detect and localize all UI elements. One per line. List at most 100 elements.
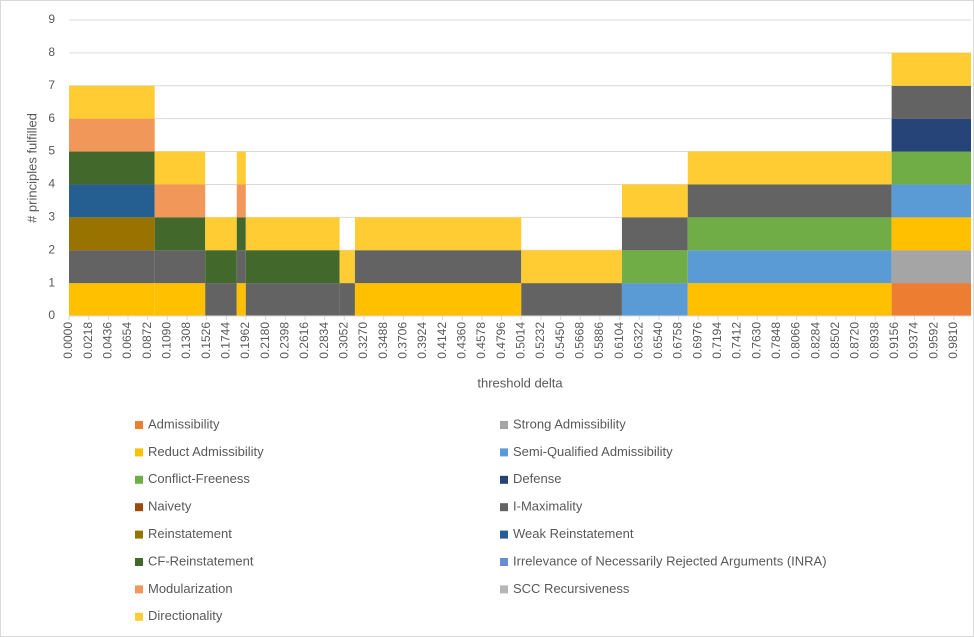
segment (891, 184, 971, 218)
segment (69, 151, 155, 185)
legend-label: Conflict-Freeness (148, 471, 250, 486)
x-tick-label: 0.4142 (435, 322, 449, 359)
y-tick-label: 4 (48, 177, 55, 191)
legend-swatch (500, 530, 508, 539)
x-tick-label: 0.0218 (81, 322, 95, 359)
x-tick-label: 0.7848 (769, 322, 783, 359)
segment (621, 184, 688, 218)
legend-swatch (500, 421, 508, 429)
segment (687, 217, 892, 251)
segment (154, 151, 206, 185)
x-tick-label: 0.0000 (61, 322, 75, 359)
legend-label: Weak Reinstatement (513, 526, 634, 541)
x-tick-label: 0.8720 (848, 322, 862, 359)
segment (154, 283, 206, 316)
x-tick-label: 0.7194 (710, 322, 724, 359)
x-tick-label: 0.9592 (926, 322, 940, 359)
x-tick-label: 0.7630 (749, 322, 763, 359)
y-tick-label: 1 (48, 275, 55, 289)
x-tick-label: 0.0436 (100, 322, 114, 359)
x-tick-label: 0.8938 (867, 322, 881, 359)
segment (69, 217, 155, 251)
x-tick-label: 0.2398 (277, 322, 291, 359)
x-tick-label: 0.1962 (238, 322, 252, 359)
segment (236, 250, 246, 284)
segment (245, 283, 340, 316)
segment (687, 283, 892, 316)
legend-swatch (135, 448, 143, 457)
y-tick-label: 2 (48, 242, 55, 256)
x-tick-label: 0.7412 (730, 322, 744, 359)
x-tick-label: 0.9810 (946, 322, 960, 359)
x-tick-label: 0.3052 (336, 322, 350, 359)
x-tick-label: 0.6758 (671, 322, 685, 359)
legend-swatch (135, 558, 143, 566)
legend-label: Semi-Qualified Admissibility (513, 444, 673, 459)
segment (236, 184, 246, 218)
x-tick-label: 0.5450 (553, 322, 567, 359)
legend-swatch (135, 530, 143, 539)
legend-label: Strong Admissibility (513, 416, 626, 431)
segment (69, 85, 155, 119)
x-tick-label: 0.5886 (592, 322, 606, 359)
legend-label: I-Maximality (513, 499, 583, 514)
y-axis-title: # principles fulfilled (24, 113, 39, 223)
x-tick-label: 0.1744 (218, 322, 232, 359)
segment (205, 217, 237, 251)
legend-swatch (500, 558, 508, 566)
legend-label: Reduct Admissibility (148, 444, 264, 459)
y-tick-label: 7 (48, 78, 55, 92)
legend-swatch (135, 585, 143, 594)
segment (154, 250, 206, 284)
segment (891, 151, 971, 185)
y-tick-label: 6 (48, 111, 55, 125)
segment (687, 184, 892, 218)
x-tick-label: 0.9156 (887, 322, 901, 359)
x-tick-label: 0.5668 (572, 322, 586, 359)
x-tick-label: 0.6104 (612, 322, 626, 359)
segment (154, 184, 206, 218)
segment (339, 250, 355, 284)
legend-swatch (500, 475, 508, 484)
segment (245, 250, 340, 284)
x-tick-label: 0.3924 (415, 322, 429, 359)
x-tick-label: 0.8066 (789, 322, 803, 359)
segment (354, 217, 522, 251)
x-tick-label: 0.0654 (120, 322, 134, 359)
x-tick-label: 0.3488 (376, 322, 390, 359)
segment (236, 283, 246, 316)
segment (621, 250, 688, 284)
x-tick-label: 0.2616 (297, 322, 311, 359)
y-tick-label: 3 (48, 210, 55, 224)
x-tick-label: 0.4796 (494, 322, 508, 359)
segment (891, 118, 971, 152)
legend-swatch (135, 503, 143, 512)
legend-label: CF-Reinstatement (148, 553, 254, 568)
y-tick-label: 9 (48, 12, 55, 26)
x-tick-label: 0.3270 (356, 322, 370, 359)
segment (621, 283, 688, 316)
segment (891, 217, 971, 251)
segment (891, 283, 971, 316)
x-tick-label: 0.9374 (907, 322, 921, 359)
legend-swatch (135, 421, 143, 429)
segment (687, 151, 892, 185)
legend-swatch (500, 448, 508, 457)
segment (236, 217, 246, 251)
segment (69, 283, 155, 316)
x-tick-label: 0.3706 (395, 322, 409, 359)
legend-label: Naivety (148, 499, 192, 514)
y-tick-label: 5 (48, 144, 55, 158)
x-tick-label: 0.6322 (631, 322, 645, 359)
y-tick-label: 0 (48, 308, 55, 322)
legend-label: Admissibility (148, 416, 220, 431)
legend-label: Reinstatement (148, 526, 232, 541)
x-tick-label: 0.6540 (651, 322, 665, 359)
segment (339, 283, 355, 316)
segment (245, 217, 340, 251)
x-tick-label: 0.2180 (258, 322, 272, 359)
x-tick-label: 0.1090 (159, 322, 173, 359)
x-tick-label: 0.4578 (474, 322, 488, 359)
